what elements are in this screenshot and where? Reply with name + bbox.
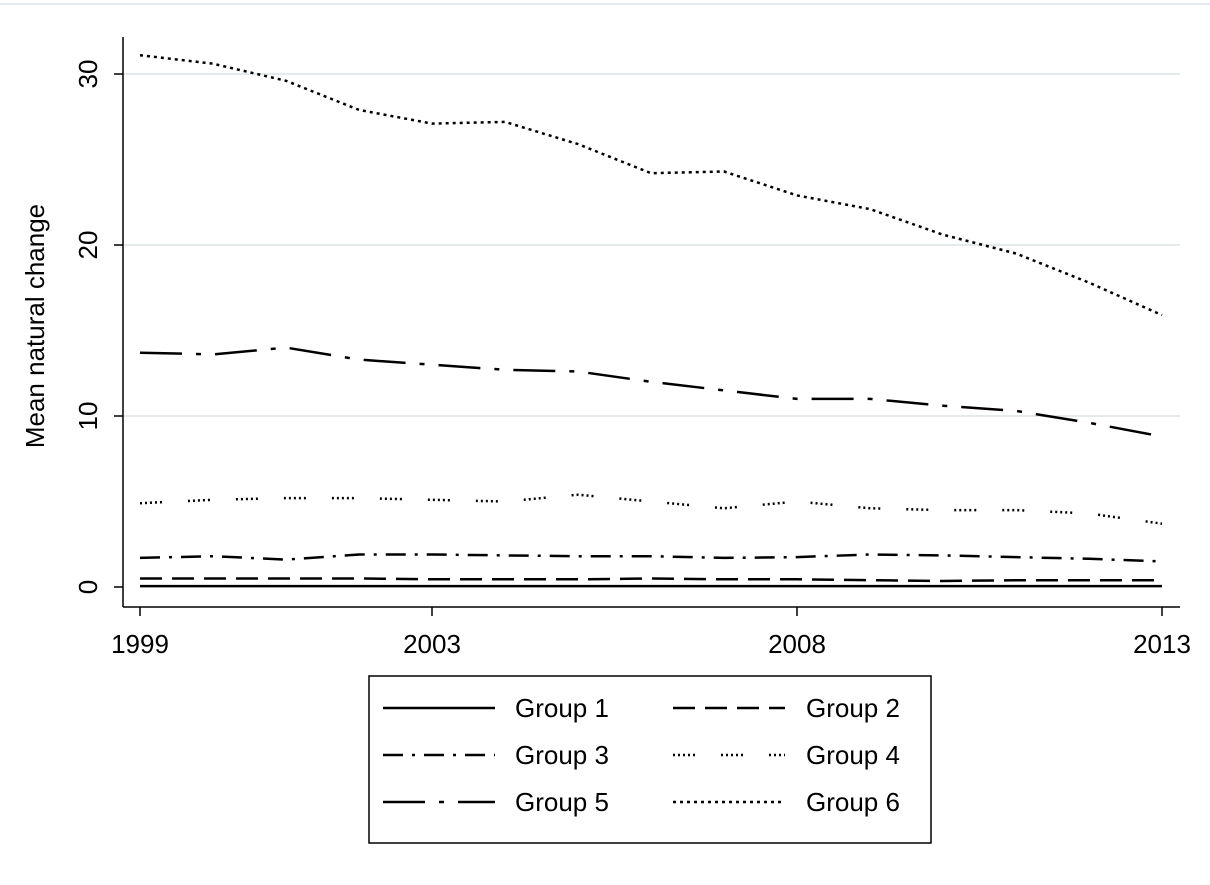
legend-label-group-4: Group 4: [806, 740, 900, 770]
legend-box: [368, 675, 932, 844]
series-lines: [139, 53, 1163, 588]
y-tick-label-20: 20: [73, 231, 103, 260]
legend-label-group-1: Group 1: [515, 693, 609, 723]
y-axis-title: Mean natural change: [20, 204, 50, 448]
x-tick-label-1999: 1999: [111, 629, 169, 659]
x-tick-label-2008: 2008: [768, 629, 826, 659]
x-tick-label-2003: 2003: [403, 629, 461, 659]
x-tick-label-2013: 2013: [1133, 629, 1191, 659]
legend: Group 1 Group 2 Group 3 Group 4 Group 5 Group…: [368, 675, 932, 844]
y-tick-label-10: 10: [73, 402, 103, 431]
y-tick-label-0: 0: [73, 580, 103, 594]
legend-label-group-5: Group 5: [515, 787, 609, 817]
series-line-group-5: [139, 346, 1163, 438]
legend-label-group-3: Group 3: [515, 740, 609, 770]
y-tick-label-30: 30: [73, 60, 103, 89]
gridlines: [123, 73, 1180, 417]
series-line-group-2: [140, 577, 1162, 583]
legend-label-group-6: Group 6: [806, 787, 900, 817]
axes: 0 10 20 30 1999 2003 2008 2013: [73, 37, 1191, 659]
legend-label-group-2: Group 2: [806, 693, 900, 723]
series-line-group-3: [139, 553, 1163, 563]
